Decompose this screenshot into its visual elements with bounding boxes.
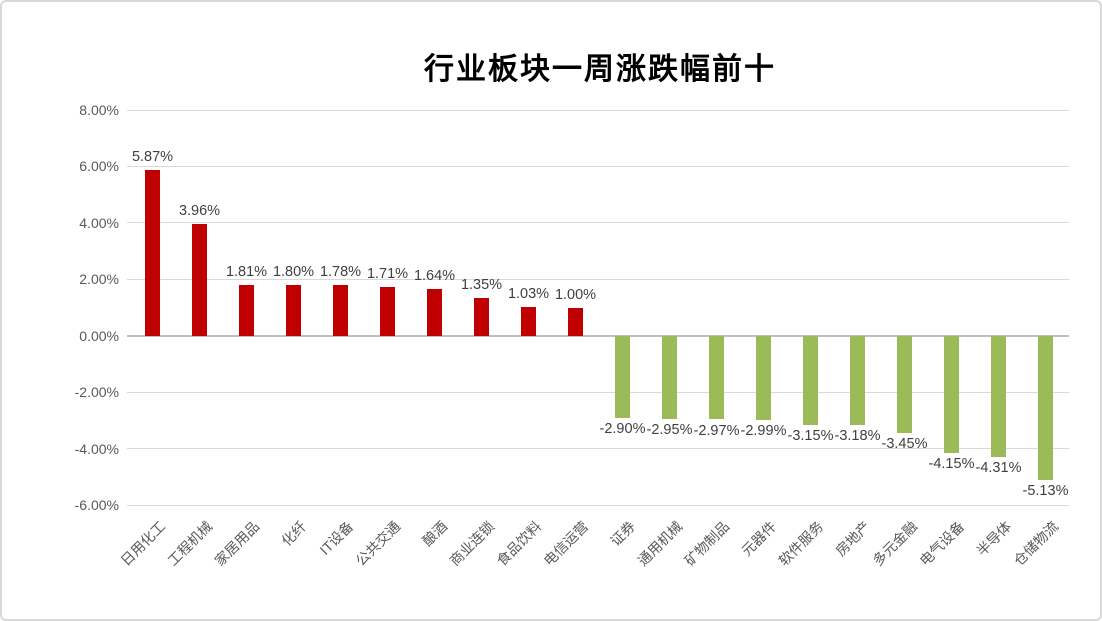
data-label-仓储物流: -5.13% [1022,483,1069,500]
data-label-工程机械: 3.96% [178,202,221,219]
data-label-通用机械: -2.95% [646,421,693,438]
bar-房地产 [850,335,865,426]
bar-多元金融 [897,335,912,434]
x-axis-category-label-公共交通: 公共交通 [351,518,403,569]
data-label-矿物制品: -2.97% [693,422,740,439]
gridline [127,391,1069,393]
x-axis-category-label-房地产: 房地产 [831,518,873,560]
data-label-公共交通: 1.71% [366,266,409,283]
data-label-软件服务: -3.15% [787,427,834,444]
bar-半导体 [991,335,1006,458]
gridline [127,165,1069,167]
gridline [127,109,1069,111]
data-label-商业连锁: 1.35% [460,276,503,293]
x-axis-category-label-仓储物流: 仓储物流 [1009,518,1061,569]
gridline [127,504,1069,506]
bar-酿酒 [427,289,442,336]
data-label-证券: -2.90% [599,420,646,437]
data-label-电信运营: 1.00% [554,286,597,303]
gridline [127,278,1069,280]
data-label-IT设备: 1.78% [319,264,362,281]
x-axis-category-label-家居用品: 家居用品 [210,518,262,569]
y-axis-tick-label: -4.00% [74,440,119,457]
x-axis-category-label-酿酒: 酿酒 [418,518,450,550]
x-axis-category-label-证券: 证券 [606,518,638,550]
bar-矿物制品 [709,335,724,420]
bar-仓储物流 [1038,335,1053,481]
x-axis-category-label-商业连锁: 商业连锁 [445,518,497,569]
data-label-半导体: -4.31% [975,460,1022,477]
data-label-多元金融: -3.45% [881,436,928,453]
x-axis-category-label-化纤: 化纤 [277,518,309,550]
y-axis-tick-label: 2.00% [79,271,119,288]
bar-工程机械 [192,223,207,336]
x-axis-category-label-工程机械: 工程机械 [163,518,215,569]
x-axis-category-label-电气设备: 电气设备 [915,518,967,569]
data-label-食品饮料: 1.03% [507,285,550,302]
data-label-酿酒: 1.64% [413,268,456,285]
bar-通用机械 [662,335,677,419]
bar-电气设备 [944,335,959,453]
bar-商业连锁 [474,297,489,336]
data-label-日用化工: 5.87% [131,149,174,166]
gridline [127,448,1069,450]
data-label-电气设备: -4.15% [928,455,975,472]
bar-化纤 [286,284,301,336]
bar-家居用品 [239,284,254,336]
y-axis-tick-label: 6.00% [79,158,119,175]
data-label-房地产: -3.18% [834,428,881,445]
chart-title: 行业板块一周涨跌幅前十 [424,52,776,87]
x-axis-category-label-半导体: 半导体 [972,518,1014,560]
y-axis-tick-label: -6.00% [74,497,119,513]
y-axis-tick-label: 8.00% [79,102,119,118]
data-label-家居用品: 1.81% [225,263,268,280]
y-axis-tick-label: 4.00% [79,214,119,231]
x-axis-category-label-电信运营: 电信运营 [539,518,591,569]
bar-软件服务 [803,335,818,425]
bar-IT设备 [333,285,348,336]
y-axis-tick-label: -2.00% [74,384,119,401]
zero-axis-line [127,334,1069,337]
gridline [127,222,1069,224]
bar-电信运营 [568,307,583,336]
bar-公共交通 [380,287,395,336]
x-axis-category-label-元器件: 元器件 [737,518,779,560]
data-label-化纤: 1.80% [272,263,315,280]
bar-元器件 [756,335,771,421]
y-axis-tick-label: 0.00% [79,327,119,344]
bar-食品饮料 [521,306,536,336]
bar-证券 [615,335,630,418]
data-label-元器件: -2.99% [740,423,787,440]
x-axis-category-label-软件服务: 软件服务 [774,518,826,569]
x-axis-category-label-通用机械: 通用机械 [633,518,685,569]
x-axis-category-label-日用化工: 日用化工 [116,518,168,569]
bar-日用化工 [145,170,160,336]
x-axis-category-label-多元金融: 多元金融 [868,518,920,569]
x-axis-category-label-IT设备: IT设备 [315,518,356,558]
x-axis-category-label-食品饮料: 食品饮料 [492,518,544,569]
x-axis-category-label-矿物制品: 矿物制品 [680,518,732,569]
